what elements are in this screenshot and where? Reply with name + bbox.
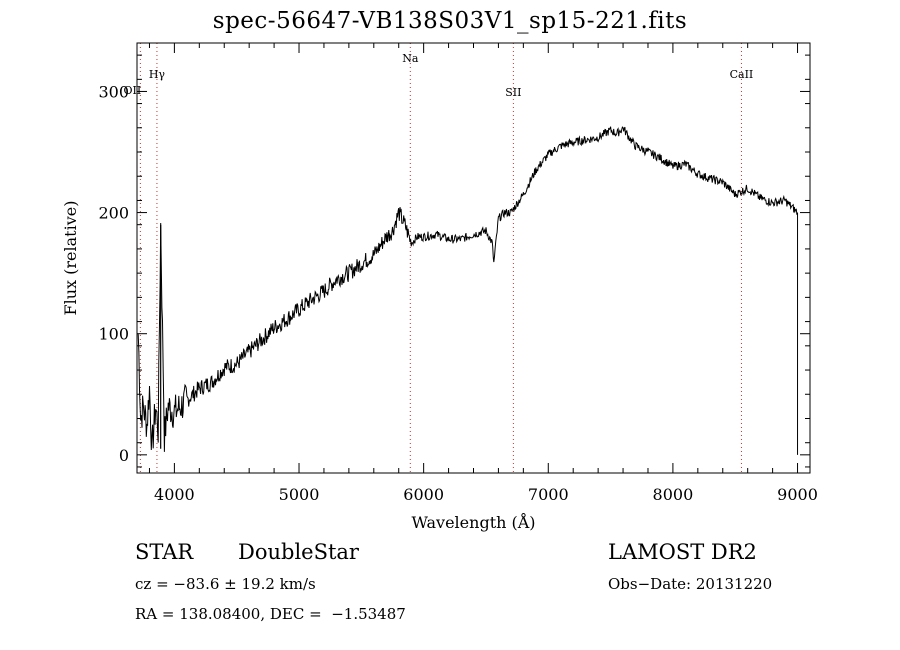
y-tick-label-3: 300 (98, 82, 129, 101)
y-axis-label: Flux (relative) (61, 201, 80, 316)
survey-name: LAMOST DR2 (608, 540, 757, 564)
x-tick-label-3: 7000 (528, 485, 569, 504)
y-tick-label-0: 0 (119, 446, 129, 465)
line-marker-label-0: Hγ (149, 68, 166, 81)
x-tick-label-0: 4000 (154, 485, 195, 504)
line-marker-label-4: CaII (730, 68, 754, 81)
observation-date: Obs−Date: 20131220 (608, 575, 773, 593)
y-tick-label-1: 100 (98, 325, 129, 344)
y-tick-label-2: 200 (98, 204, 129, 223)
object-subclass: DoubleStar (238, 540, 359, 564)
x-tick-label-1: 5000 (279, 485, 320, 504)
x-tick-label-2: 6000 (403, 485, 444, 504)
coordinates: RA = 138.08400, DEC = −1.53487 (135, 605, 406, 623)
object-class: STAR (135, 540, 194, 564)
redshift-cz: cz = −83.6 ± 19.2 km/s (135, 575, 316, 593)
x-axis-label: Wavelength (Å) (411, 512, 535, 532)
chart-title: spec-56647-VB138S03V1_sp15-221.fits (212, 8, 688, 34)
x-tick-label-5: 9000 (777, 485, 818, 504)
spectrum-line (137, 126, 798, 452)
line-marker-label-2: Na (402, 52, 419, 65)
x-tick-label-4: 8000 (653, 485, 694, 504)
plot-frame (136, 42, 811, 474)
line-marker-label-3: SII (505, 86, 521, 99)
